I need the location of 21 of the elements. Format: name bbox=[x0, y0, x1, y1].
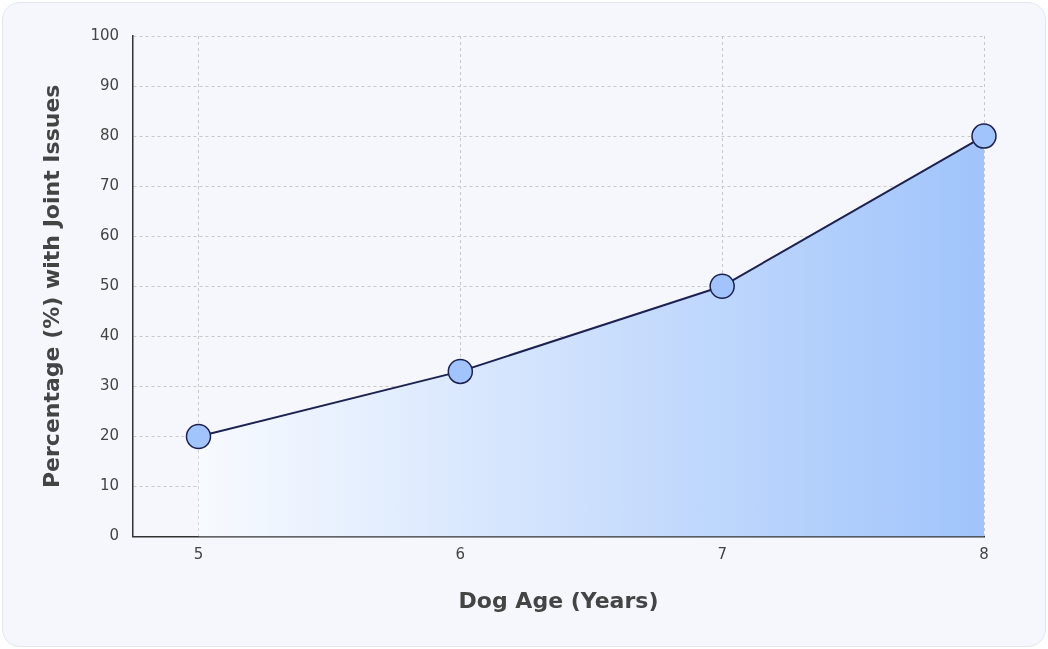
y-tick-label: 100 bbox=[90, 25, 120, 44]
y-tick-label: 70 bbox=[99, 176, 120, 195]
y-tick-label: 60 bbox=[99, 226, 120, 245]
point bbox=[709, 273, 735, 300]
x-tick-label: 6 bbox=[455, 545, 466, 564]
y-tick-label: 10 bbox=[99, 476, 120, 495]
y-tick-label: 20 bbox=[99, 426, 120, 445]
x-tick-label: 8 bbox=[979, 545, 989, 564]
point bbox=[971, 123, 997, 149]
y-axis-title: Percentage (%) with Joint Issues bbox=[38, 84, 64, 489]
point bbox=[447, 358, 474, 385]
point bbox=[185, 423, 212, 450]
x-tick-label: 7 bbox=[717, 545, 727, 564]
x-axis-title: Dog Age (Years) bbox=[458, 587, 659, 613]
y-tick-label: 40 bbox=[99, 326, 120, 345]
x-tick-label: 5 bbox=[193, 545, 204, 564]
y-tick-label: 90 bbox=[99, 75, 120, 94]
y-tick-label: 80 bbox=[99, 126, 120, 145]
y-tick-label: 50 bbox=[99, 276, 120, 295]
y-tick-label: 30 bbox=[99, 376, 120, 395]
y-tick-label: 0 bbox=[109, 526, 120, 545]
